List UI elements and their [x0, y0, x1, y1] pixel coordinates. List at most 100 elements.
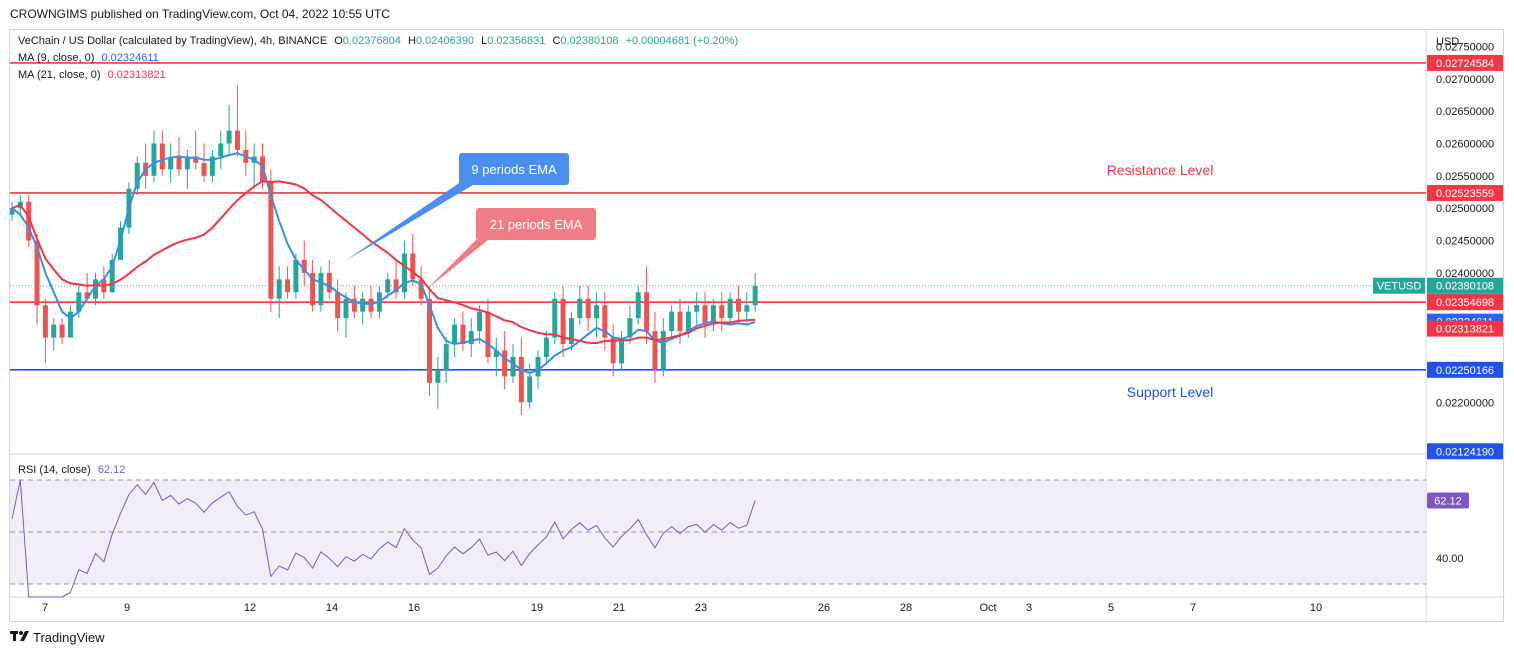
- symbol-badge-text: VETUSD: [1377, 281, 1422, 293]
- candle-body: [685, 311, 691, 332]
- open-label: O: [334, 35, 343, 47]
- time-tick-label: 3: [1026, 602, 1032, 614]
- candle-body: [610, 337, 616, 364]
- price-badge-text: 0.02380108: [1436, 281, 1494, 293]
- price-badge: [1427, 443, 1503, 460]
- candle-body: [460, 324, 466, 345]
- ema9-callout-text: 9 periods EMA: [471, 162, 557, 177]
- candle-body: [109, 259, 115, 293]
- price-tick-label: 0.02700000: [1436, 74, 1494, 86]
- candle-body: [84, 292, 90, 299]
- rsi-legend-value: 62.12: [97, 464, 126, 476]
- candle-body: [560, 298, 566, 345]
- candle-body: [568, 318, 574, 345]
- candle-body: [168, 156, 174, 170]
- time-tick-label: 23: [695, 602, 707, 614]
- candle-body: [710, 305, 716, 325]
- time-tick-label: 19: [531, 602, 543, 614]
- candle-body: [727, 298, 733, 319]
- low-label: L: [481, 35, 488, 47]
- ma21-line: [11, 180, 756, 345]
- publisher-line: CROWNGIMS published on TradingView.com, …: [10, 7, 390, 21]
- candle-body: [393, 279, 399, 293]
- ma21-legend: MA (21, close, 0) 0.02313821: [18, 69, 166, 81]
- candle-body: [293, 259, 299, 293]
- time-tick-label: 26: [818, 602, 830, 614]
- candle-body: [719, 305, 725, 319]
- ema21-callout-box: [476, 208, 596, 240]
- candle-body: [201, 162, 207, 176]
- candle-body: [59, 324, 65, 338]
- candle-body: [335, 292, 341, 319]
- time-tick-label: 5: [1108, 602, 1114, 614]
- candle-body: [310, 272, 316, 306]
- candle-body: [401, 253, 407, 293]
- candle-body: [42, 305, 48, 338]
- tradingview-logo[interactable]: TradingView: [10, 629, 105, 645]
- candle-body: [510, 356, 516, 377]
- candle-body: [93, 279, 98, 299]
- time-tick-label: 28: [900, 602, 912, 614]
- candle-body: [452, 324, 458, 345]
- candle-body: [51, 324, 57, 338]
- price-badge: [1427, 294, 1503, 311]
- rsi-label: RSI (14, close): [18, 464, 91, 476]
- price-badge: [1427, 320, 1503, 337]
- candle-body: [159, 143, 165, 170]
- candle-body: [276, 279, 282, 299]
- time-tick-label: 21: [613, 602, 625, 614]
- rsi-tick-label: 40.00: [1436, 553, 1464, 565]
- high-label: H: [407, 35, 416, 47]
- candle-body: [652, 331, 658, 370]
- candle-body: [702, 305, 708, 325]
- price-tick-label: 0.02400000: [1436, 268, 1494, 280]
- ma9-label: MA (9, close, 0): [18, 52, 95, 64]
- candle-body: [226, 130, 232, 144]
- candle-body: [752, 285, 758, 306]
- open-value: 0.02376804: [342, 35, 401, 47]
- ma21-value: 0.02313821: [107, 69, 166, 81]
- symbol-badge: [1373, 277, 1425, 294]
- time-tick-label: 9: [124, 602, 130, 614]
- close-value: 0.02380108: [560, 35, 619, 47]
- rsi-legend: RSI (14, close) 62.12: [18, 464, 125, 476]
- tradingview-logo-icon: [10, 630, 30, 645]
- price-badge: [1427, 184, 1503, 201]
- price-badge: [1427, 277, 1503, 294]
- price-badge-text: 0.02313821: [1436, 324, 1494, 336]
- candle-body: [427, 298, 432, 383]
- candle-body: [435, 369, 441, 383]
- price-tick-label: 0.02550000: [1436, 171, 1494, 183]
- ema9-callout-pointer: [345, 179, 478, 261]
- candle-body: [351, 298, 357, 312]
- candle-body: [493, 350, 499, 357]
- candle-body: [594, 305, 599, 319]
- candle-body: [193, 156, 199, 163]
- ma9-value: 0.02324611: [101, 52, 159, 64]
- candle-body: [360, 298, 366, 312]
- candle-body: [34, 240, 40, 306]
- candle-body: [326, 272, 332, 293]
- support-level-label: Support Level: [1127, 384, 1213, 400]
- candle-body: [468, 331, 474, 345]
- candle-body: [543, 337, 549, 357]
- ema21-callout-text: 21 periods EMA: [490, 217, 583, 232]
- price-badge: [1427, 361, 1503, 378]
- time-tick-label: 16: [408, 602, 420, 614]
- candle-body: [418, 279, 424, 299]
- candle-body: [318, 272, 324, 306]
- price-tick-label: 0.02600000: [1436, 139, 1494, 151]
- resistance-level-label: Resistance Level: [1107, 162, 1214, 178]
- time-tick-label: 7: [42, 602, 48, 614]
- candle-body: [527, 376, 533, 403]
- candle-body: [26, 201, 32, 241]
- candle-body: [744, 305, 750, 312]
- price-badge-text: 0.02724584: [1436, 58, 1494, 70]
- price-tick-label: 0.02650000: [1436, 106, 1494, 118]
- candle-body: [385, 279, 391, 293]
- rsi-value-badge: [1427, 492, 1469, 509]
- tradingview-brand: TradingView: [33, 630, 105, 646]
- candle-body: [10, 208, 15, 215]
- time-tick-label: Oct: [979, 602, 996, 614]
